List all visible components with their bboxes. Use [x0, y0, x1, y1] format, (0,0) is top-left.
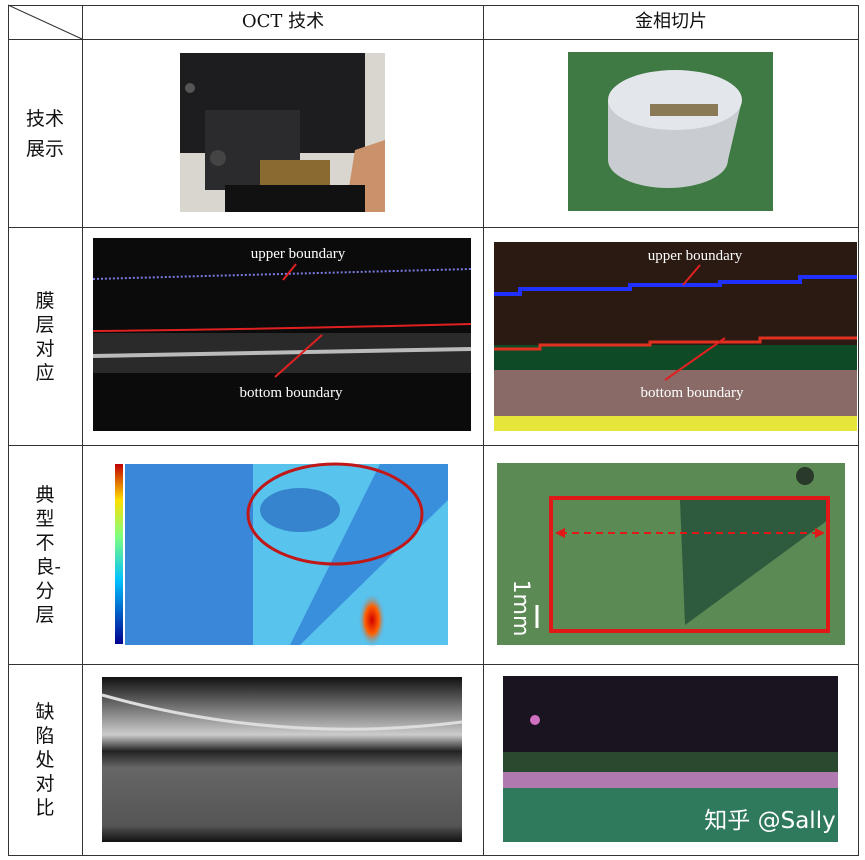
row-label: 膜层对应: [35, 289, 55, 384]
oct-compare-image: [101, 677, 463, 842]
oct-defect-image: [115, 462, 448, 648]
slice-layer-image: [494, 242, 857, 431]
slice-compare-image: [503, 676, 838, 842]
oct-bottom-label: bottom boundary: [240, 385, 343, 401]
watermark: 知乎 @Sally: [704, 808, 835, 834]
column-header: 金相切片: [635, 11, 707, 32]
slice-upper-label: upper boundary: [648, 248, 743, 264]
row-label-cell: 缺陷处对比: [8, 665, 82, 855]
slice-bottom-label: bottom boundary: [641, 385, 744, 401]
oct-upper-label: upper boundary: [251, 246, 346, 262]
oct-layer-image: [92, 238, 472, 431]
column-header: OCT 技术: [241, 11, 325, 32]
scale-label: 1mm: [508, 580, 533, 637]
row-label: 典型不良-分层: [35, 484, 61, 626]
slice-defect-image: [497, 463, 845, 645]
row-label: 技术展示: [26, 107, 65, 160]
slice-sample-photo: [568, 52, 773, 211]
oct-device-photo: [180, 53, 385, 212]
row-label: 缺陷处对比: [35, 701, 55, 819]
row-label-cell: 膜层对应: [8, 228, 82, 445]
row-label-cell: 技术展示: [8, 40, 82, 227]
row-label-cell: 典型不良-分层: [8, 446, 82, 664]
table-grid: [7, 4, 859, 856]
